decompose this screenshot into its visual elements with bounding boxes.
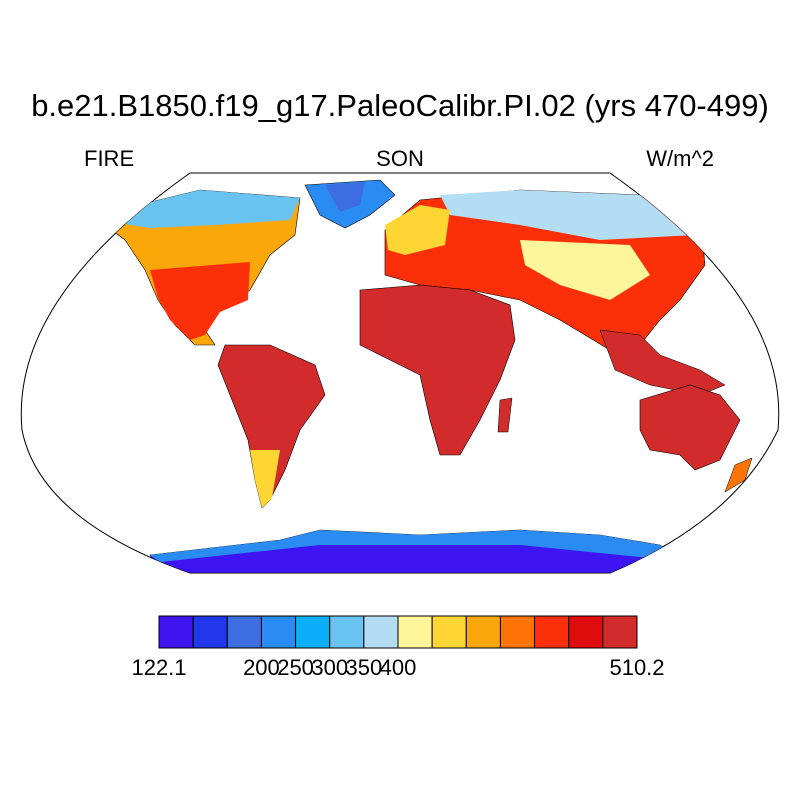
colorbar-tick-label: 400 xyxy=(379,655,417,680)
colorbar-swatch-4 xyxy=(295,615,331,649)
colorbar-swatch-12 xyxy=(568,615,604,649)
colorbar-swatch-6 xyxy=(363,615,399,649)
colorbar-swatch-0 xyxy=(158,615,194,649)
land-central-asia xyxy=(520,240,650,300)
colorbar-tick-label: 200 xyxy=(243,655,280,680)
colorbar-tick-label: 250 xyxy=(277,655,314,680)
colorbar-swatch-13 xyxy=(602,615,638,649)
colorbar-swatch-2 xyxy=(226,615,262,649)
plot-title: b.e21.B1850.f19_g17.PaleoCalibr.PI.02 (y… xyxy=(31,88,769,123)
colorbar-swatch-1 xyxy=(192,615,228,649)
variable-name: FIRE xyxy=(84,146,135,171)
colorbar-swatch-9 xyxy=(465,615,501,649)
land-madagascar xyxy=(497,397,513,433)
land-new-zealand xyxy=(724,457,753,493)
units-label: W/m^2 xyxy=(646,146,714,171)
colorbar-swatch-3 xyxy=(260,615,297,649)
land-antarctica-coast xyxy=(150,530,680,562)
land-australia xyxy=(639,384,741,471)
colorbar-tick-label: 300 xyxy=(311,655,349,680)
season-label: SON xyxy=(376,146,424,171)
colorbar-tick-label: 122.1 xyxy=(131,655,187,680)
land-north-america-south xyxy=(150,262,250,340)
colorbar-swatch-10 xyxy=(499,615,536,649)
colorbar-swatch-8 xyxy=(431,615,467,649)
colorbar-swatch-5 xyxy=(329,615,365,649)
land-siberia xyxy=(440,190,700,240)
colorbar-tick-label: 510.2 xyxy=(609,655,665,680)
land-greenland-core xyxy=(325,182,365,212)
land-europe-north xyxy=(385,205,450,255)
land-se-asia xyxy=(599,329,726,396)
colorbar-swatch-11 xyxy=(534,615,570,649)
land-africa xyxy=(359,284,516,456)
land-south-america-tip xyxy=(250,450,280,508)
colorbar-tick-label: 350 xyxy=(345,655,383,680)
land-north-america-arctic xyxy=(110,190,300,228)
colorbar-swatch-7 xyxy=(397,615,433,649)
